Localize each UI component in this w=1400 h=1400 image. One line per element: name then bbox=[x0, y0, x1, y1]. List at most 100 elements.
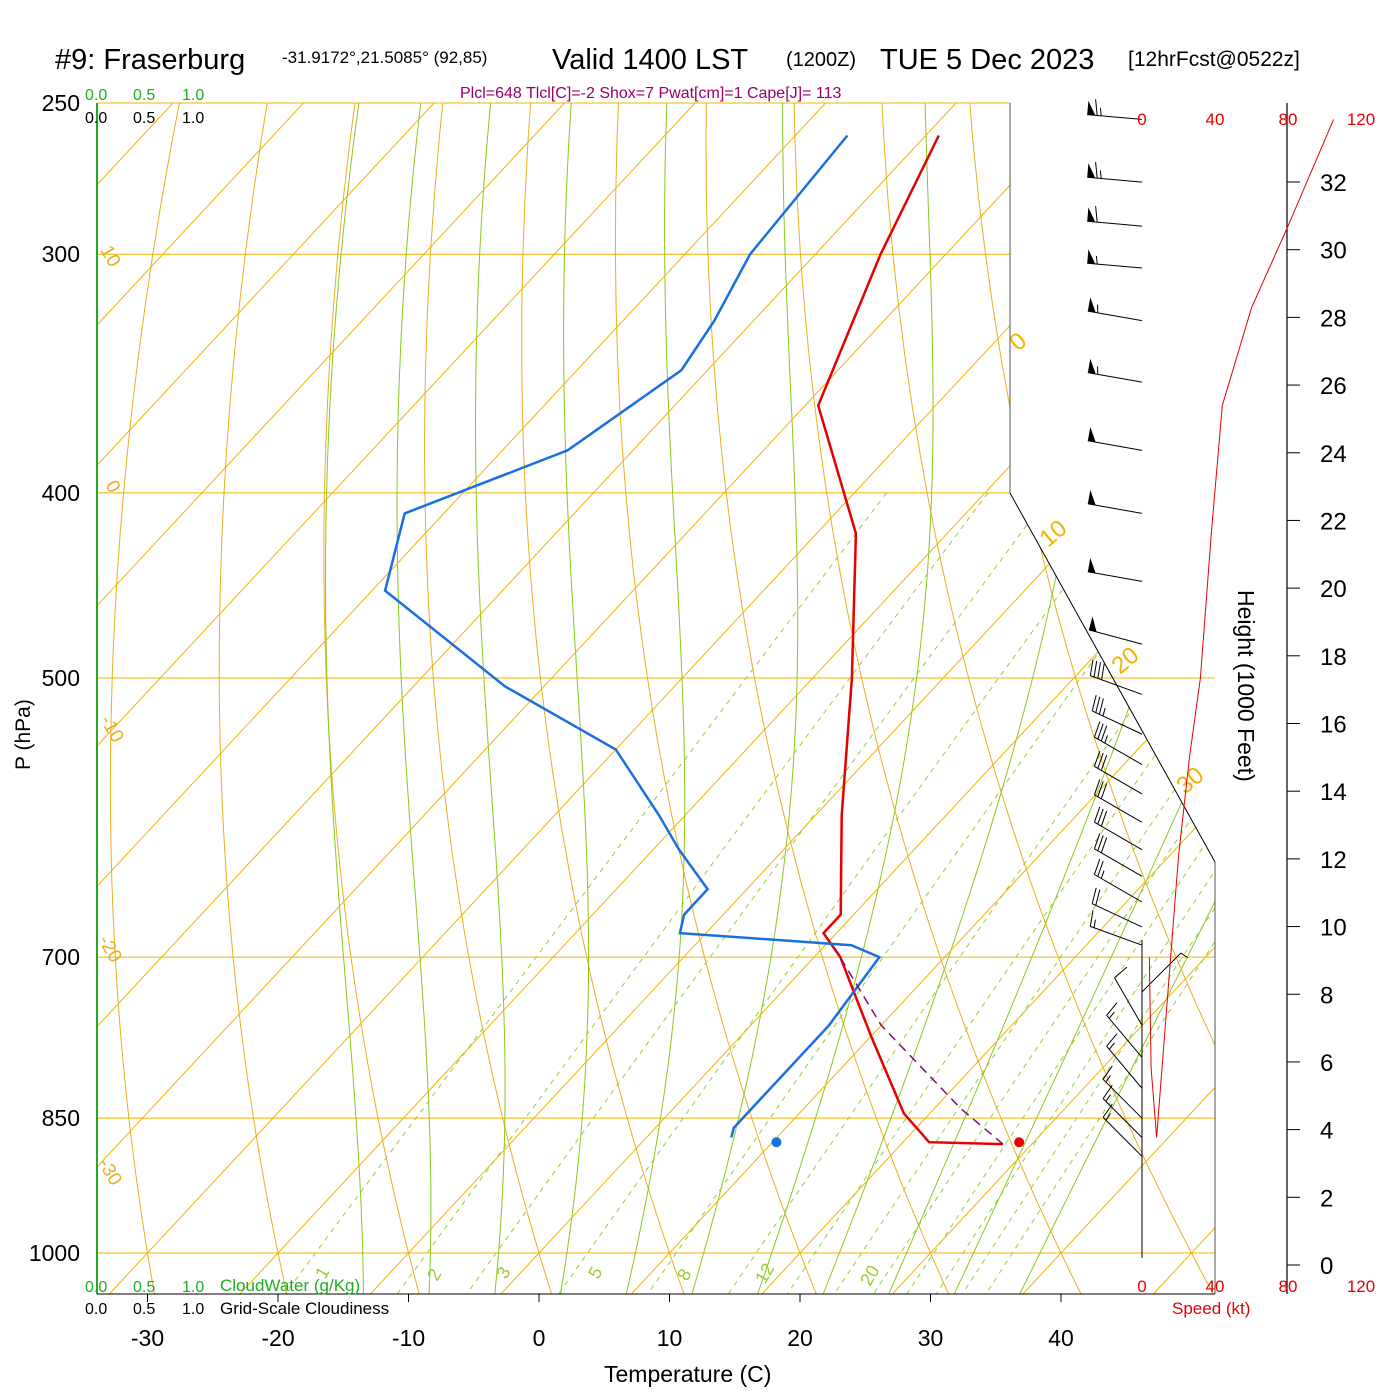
wind-barb-pennant bbox=[1087, 207, 1096, 222]
isotherm-line bbox=[97, 103, 826, 1294]
wind-barb-shaft bbox=[1094, 736, 1143, 766]
wind-barb bbox=[1102, 1084, 1143, 1138]
wind-barb-flag bbox=[1102, 1103, 1113, 1118]
height-tick-22: 22 bbox=[1320, 508, 1347, 535]
height-axis: Height (1000 Feet) 024681012141618202224… bbox=[1233, 103, 1347, 1294]
wind-barb-shaft bbox=[1091, 710, 1143, 735]
mixing-ratio-line bbox=[460, 492, 1051, 1294]
wind-barb-flag bbox=[1097, 860, 1104, 877]
cloud-scale-bottom: 0.0 0.5 1.0 CloudWater (g/Kg) 0.0 0.5 1.… bbox=[85, 1276, 389, 1318]
isobar-lines bbox=[97, 102, 1215, 1254]
dry-adiabat-line bbox=[705, 103, 953, 1294]
pressure-tick-400: 400 bbox=[42, 480, 80, 506]
wind-barb bbox=[1087, 427, 1143, 451]
wind-barb-pennant bbox=[1088, 616, 1097, 632]
moist-adiabat-line bbox=[950, 103, 1215, 1294]
forecast-info: [12hrFcst@0522z] bbox=[1128, 48, 1300, 71]
pressure-axis: P (hPa) 250 300 400 500 700 850 1000 bbox=[12, 90, 80, 1266]
speed-axis-label: Speed (kt) bbox=[1172, 1299, 1250, 1318]
wind-barb bbox=[1091, 887, 1143, 928]
height-tick-18: 18 bbox=[1320, 644, 1347, 671]
moist-adiabat-line bbox=[689, 103, 799, 1294]
height-tick-0: 0 bbox=[1320, 1253, 1333, 1280]
isotherm-line bbox=[761, 103, 1215, 1294]
dry-adiabat-line bbox=[0, 69, 12, 1301]
moist-adiabat-line bbox=[475, 103, 506, 1294]
station-coords: -31.9172°,21.5085° (92,85) bbox=[282, 48, 487, 67]
speed-tick-top-80: 80 bbox=[1279, 110, 1298, 129]
wind-barb-shaft bbox=[1094, 848, 1143, 877]
cloud-bottom-green-1: 0.5 bbox=[133, 1279, 155, 1296]
height-tick-8: 8 bbox=[1320, 982, 1333, 1009]
wind-barb-flag bbox=[1095, 696, 1101, 713]
isotherm-label: 0 bbox=[1005, 327, 1033, 356]
wind-barb-flag bbox=[1100, 837, 1108, 853]
cloud-top-green-2: 1.0 bbox=[182, 87, 204, 104]
dry-adiabat-line bbox=[1140, 103, 1215, 1294]
temperature-tick-10: 10 bbox=[657, 1325, 683, 1351]
wind-barb-shaft bbox=[1102, 1098, 1143, 1138]
wind-barb bbox=[1088, 616, 1143, 645]
wind-barb-shaft bbox=[1087, 220, 1143, 227]
wind-barb bbox=[1087, 358, 1143, 383]
moist-adiabat-line bbox=[1015, 103, 1215, 1294]
wind-barb-shaft bbox=[1087, 372, 1143, 383]
height-tick-32: 32 bbox=[1320, 170, 1347, 197]
mixing-ratio-line bbox=[931, 492, 1215, 1294]
mixing-ratio-line bbox=[901, 492, 1215, 1294]
dry-adiabat-label: 0 bbox=[101, 477, 124, 497]
isotherm-line bbox=[97, 103, 304, 1294]
dry-adiabat-label: 10 bbox=[96, 242, 125, 271]
wind-barb-shaft bbox=[1094, 794, 1143, 823]
wind-barb-flag bbox=[1095, 889, 1101, 906]
height-tick-14: 14 bbox=[1320, 779, 1347, 806]
wind-barb-half-flag bbox=[1105, 1094, 1111, 1102]
pressure-tick-300: 300 bbox=[42, 241, 80, 267]
wind-barb-half-flag bbox=[1093, 919, 1096, 928]
moist-adiabat-line bbox=[885, 103, 1215, 1294]
wind-barb-flag bbox=[1102, 1065, 1113, 1080]
wind-barb bbox=[1093, 833, 1143, 877]
moist-adiabat-line bbox=[325, 103, 365, 1294]
wind-barb-half-flag bbox=[1180, 952, 1188, 959]
mixing-ratio-line bbox=[868, 492, 1215, 1294]
wind-barb-pennant bbox=[1087, 358, 1096, 374]
wind-barb-flag bbox=[1097, 723, 1104, 740]
isotherm-line bbox=[97, 103, 696, 1294]
speed-tick-bottom-80: 80 bbox=[1279, 1277, 1298, 1296]
wind-barb bbox=[1087, 161, 1143, 183]
mixing-ratio-line bbox=[279, 492, 887, 1294]
wind-barb-shaft bbox=[1102, 1078, 1143, 1119]
cloud-water-label: CloudWater (g/Kg) bbox=[220, 1276, 360, 1295]
temperature-tick-0: 0 bbox=[533, 1325, 546, 1351]
speed-tick-bottom-40: 40 bbox=[1206, 1277, 1225, 1296]
wind-barb-shaft bbox=[1088, 629, 1143, 645]
wind-barbs bbox=[1087, 99, 1188, 1258]
wind-barb-shaft bbox=[1094, 874, 1143, 903]
wind-barb bbox=[1093, 806, 1143, 851]
dry-adiabat-line bbox=[323, 103, 422, 1294]
isotherm-line bbox=[1153, 103, 1215, 1294]
wind-barb-shaft bbox=[1106, 1014, 1143, 1058]
wind-barb-half-flag bbox=[1100, 870, 1105, 879]
wind-barb bbox=[1087, 490, 1143, 514]
wind-speed-profile bbox=[1148, 119, 1335, 1138]
isotherm-label: 20 bbox=[1107, 642, 1145, 680]
wind-barb bbox=[1089, 659, 1143, 695]
height-tick-20: 20 bbox=[1320, 576, 1347, 603]
temperature-tick--10: -10 bbox=[392, 1325, 425, 1351]
mixing-ratio-lines bbox=[279, 492, 1215, 1294]
temperature-axis-label: Temperature (C) bbox=[604, 1361, 771, 1387]
wind-barb bbox=[1093, 858, 1143, 903]
mixing-ratio-line bbox=[957, 492, 1215, 1294]
wind-barb-flag bbox=[1097, 781, 1104, 797]
isotherm-line bbox=[500, 103, 1215, 1294]
dry-adiabat-line bbox=[793, 103, 1086, 1294]
wind-barb-shaft bbox=[1141, 952, 1182, 993]
mixing-ratio-label: 5 bbox=[584, 1263, 606, 1282]
wind-barb-half-flag bbox=[1105, 1113, 1111, 1121]
wind-barb-flag bbox=[1089, 659, 1094, 676]
mixing-ratio-line bbox=[391, 492, 989, 1294]
isotherm-line bbox=[97, 103, 957, 1294]
